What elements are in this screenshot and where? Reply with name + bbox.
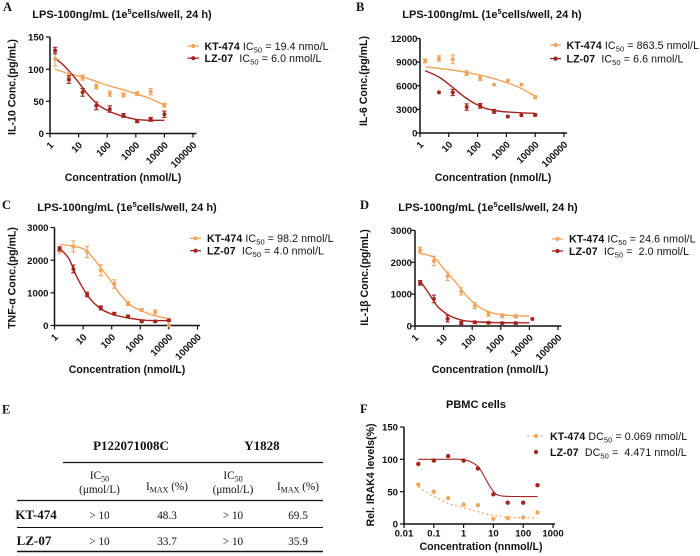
svg-text:0: 0 <box>412 129 417 140</box>
svg-text:PBMC cells: PBMC cells <box>446 399 506 411</box>
svg-text:0: 0 <box>407 322 412 333</box>
svg-text:(μmol/L): (μmol/L) <box>79 484 120 496</box>
svg-text:0.01: 0.01 <box>395 529 414 540</box>
svg-text:0: 0 <box>393 520 398 531</box>
svg-text:1000: 1000 <box>391 290 412 301</box>
svg-text:B: B <box>356 0 364 14</box>
svg-text:1000: 1000 <box>27 288 48 299</box>
svg-text:3000: 3000 <box>391 226 412 237</box>
svg-text:> 10: > 10 <box>89 536 110 548</box>
svg-text:LPS-100ng/mL (1e5cells/well, 2: LPS-100ng/mL (1e5cells/well, 24 h) <box>402 7 582 21</box>
svg-text:LZ-07 IC50 = 6.0 nmol/L: LZ-07 IC50 = 6.0 nmol/L <box>205 53 322 67</box>
svg-text:> 10: > 10 <box>223 536 244 548</box>
svg-text:150: 150 <box>28 33 44 44</box>
svg-text:Concentration (nmol/L): Concentration (nmol/L) <box>435 172 552 184</box>
svg-text:(μmol/L): (μmol/L) <box>213 484 254 496</box>
svg-text:LZ-07 IC50 = 2.0 nmol/L: LZ-07 IC50 = 2.0 nmol/L <box>569 246 689 259</box>
svg-text:E: E <box>2 403 10 417</box>
svg-text:0.1: 0.1 <box>427 529 441 540</box>
svg-text:48.3: 48.3 <box>157 510 177 522</box>
svg-text:KT-474 IC50 = 863.5 nmol/L: KT-474 IC50 = 863.5 nmol/L <box>567 40 700 54</box>
svg-text:33.7: 33.7 <box>157 536 177 548</box>
svg-text:1: 1 <box>461 529 467 540</box>
svg-text:KT-474 IC50 = 19.4 nmo/L: KT-474 IC50 = 19.4 nmo/L <box>205 41 329 55</box>
svg-text:LZ-07 DC50 = 4.471 nmol/L: LZ-07 DC50 = 4.471 nmol/L <box>550 447 687 461</box>
svg-text:50: 50 <box>33 97 44 108</box>
svg-text:A: A <box>3 0 12 14</box>
svg-text:9000: 9000 <box>396 58 417 69</box>
svg-text:Concentration (nnmol/L): Concentration (nnmol/L) <box>420 541 543 553</box>
svg-text:0: 0 <box>39 129 44 140</box>
svg-text:Concentration (nmol/L): Concentration (nmol/L) <box>432 364 549 376</box>
svg-text:0: 0 <box>43 321 48 332</box>
svg-text:KT-474 IC50 = 98.2 nmol/L: KT-474 IC50 = 98.2 nmol/L <box>207 233 334 247</box>
svg-text:6000: 6000 <box>396 81 417 92</box>
svg-text:C: C <box>2 198 11 212</box>
svg-text:100: 100 <box>515 529 531 540</box>
svg-text:> 10: > 10 <box>223 510 244 522</box>
svg-text:LPS-100ng/mL (1e5cells/well, 2: LPS-100ng/mL (1e5cells/well, 24 h) <box>398 200 578 214</box>
svg-text:Y1828: Y1828 <box>244 438 280 453</box>
svg-text:IL-1β Conc.(pg/mL): IL-1β Conc.(pg/mL) <box>359 229 371 326</box>
svg-text:12000: 12000 <box>391 34 418 45</box>
svg-text:D: D <box>360 198 369 212</box>
svg-text:3000: 3000 <box>396 105 417 116</box>
svg-text:Rel. IRAK4 levels(%): Rel. IRAK4 levels(%) <box>365 423 377 526</box>
svg-text:69.5: 69.5 <box>288 510 308 522</box>
svg-text:KT-474: KT-474 <box>15 507 57 522</box>
svg-text:IL-6 Conc.(pg/mL): IL-6 Conc.(pg/mL) <box>358 36 370 126</box>
svg-text:TNF-α Conc.(pg/mL): TNF-α Conc.(pg/mL) <box>7 227 19 329</box>
svg-text:> 10: > 10 <box>89 510 110 522</box>
svg-text:150: 150 <box>382 423 398 434</box>
svg-text:35.9: 35.9 <box>288 536 308 548</box>
svg-text:Concentration (nmol/L): Concentration (nmol/L) <box>65 172 182 184</box>
svg-text:LZ-07 IC50 = 4.0 nmol/L: LZ-07 IC50 = 4.0 nmol/L <box>207 246 324 260</box>
svg-text:100: 100 <box>382 455 398 466</box>
svg-text:KT-474 DC50 = 0.069 nmol/L: KT-474 DC50 = 0.069 nmol/L <box>550 431 687 445</box>
svg-text:KT-474 IC50 = 24.6 nmol/L: KT-474 IC50 = 24.6 nmol/L <box>569 234 696 248</box>
svg-text:3000: 3000 <box>27 223 48 234</box>
svg-text:LZ-07: LZ-07 <box>17 533 52 548</box>
svg-text:2000: 2000 <box>27 256 48 267</box>
svg-text:LZ-07 IC50 = 6.6 nmol/L: LZ-07 IC50 = 6.6 nmol/L <box>567 53 684 67</box>
svg-text:IL-10 Conc.(pg/mL): IL-10 Conc.(pg/mL) <box>7 39 19 135</box>
svg-text:LPS-100ng/mL (1e5cells/well, 2: LPS-100ng/mL (1e5cells/well, 24 h) <box>37 200 217 214</box>
svg-text:100: 100 <box>28 65 44 76</box>
svg-text:1000: 1000 <box>542 529 563 540</box>
svg-text:P122071008C: P122071008C <box>93 438 169 453</box>
svg-text:Concentration (nmol/L): Concentration (nmol/L) <box>69 364 186 376</box>
svg-text:10: 10 <box>488 529 499 540</box>
svg-text:LPS-100ng/mL (1e5cells/well, 2: LPS-100ng/mL (1e5cells/well, 24 h) <box>32 7 212 21</box>
svg-text:50: 50 <box>387 487 398 498</box>
svg-text:2000: 2000 <box>391 258 412 269</box>
svg-text:F: F <box>360 402 368 416</box>
